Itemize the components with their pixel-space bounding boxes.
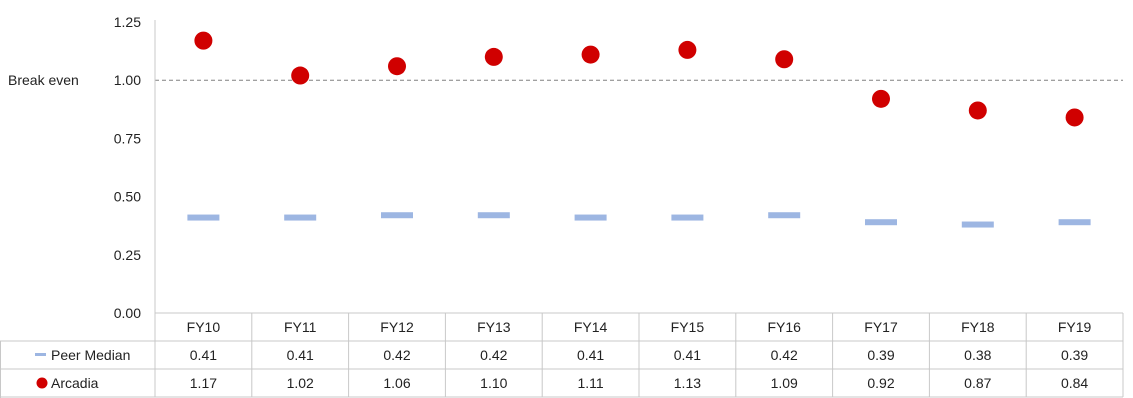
peer-median-marker xyxy=(477,212,510,219)
x-tick-label: FY18 xyxy=(961,319,995,335)
arcadia-marker xyxy=(581,45,600,64)
table-cell: 0.87 xyxy=(964,375,991,391)
arcadia-marker xyxy=(968,101,987,120)
x-tick-label: FY16 xyxy=(767,319,801,335)
table-cell: 1.09 xyxy=(771,375,798,391)
table-cell: 0.42 xyxy=(383,347,410,363)
x-tick-label: FY17 xyxy=(864,319,898,335)
series-arcadia xyxy=(194,31,1084,127)
arcadia-marker xyxy=(872,89,890,108)
legend-label: Peer Median xyxy=(51,347,130,363)
peer-median-marker xyxy=(961,221,994,228)
peer-median-marker xyxy=(671,214,704,221)
arcadia-marker xyxy=(484,47,503,66)
legend-label: Arcadia xyxy=(51,375,99,391)
peer-median-marker xyxy=(768,212,801,219)
x-tick-label: FY15 xyxy=(671,319,705,335)
table-cell: 1.10 xyxy=(480,375,507,391)
arcadia-marker xyxy=(388,57,406,76)
break-even-label: Break even xyxy=(8,72,79,88)
arcadia-marker xyxy=(775,50,794,69)
table-cell: 0.41 xyxy=(577,347,604,363)
table-cell: 1.02 xyxy=(287,375,314,391)
x-tick-label: FY19 xyxy=(1058,319,1092,335)
arcadia-marker xyxy=(678,40,697,59)
table-cell: 1.13 xyxy=(674,375,701,391)
table-cell: 0.39 xyxy=(1061,347,1088,363)
peer-median-marker xyxy=(381,212,413,219)
table-cell: 0.38 xyxy=(964,347,991,363)
table-cell: 0.92 xyxy=(867,375,894,391)
y-tick-label: 0.25 xyxy=(114,247,141,263)
arcadia-marker xyxy=(194,31,213,50)
legend-key-peer-median xyxy=(35,353,46,356)
arcadia-marker xyxy=(1065,108,1084,127)
table-cell: 0.42 xyxy=(480,347,507,363)
legend-key-arcadia xyxy=(36,377,48,389)
table-cell: 1.17 xyxy=(190,375,217,391)
data-table: FY10 FY11 FY12 FY13 FY14 FY15 FY16 FY17 FY18 FY19… xyxy=(0,312,1124,398)
x-tick-label: FY11 xyxy=(284,319,317,335)
table-cell: 0.84 xyxy=(1061,375,1088,391)
peer-median-marker xyxy=(284,214,317,221)
table-cell: 0.41 xyxy=(674,347,701,363)
series-peer-median xyxy=(187,212,1091,228)
x-tick-label: FY10 xyxy=(187,319,221,335)
peer-median-marker xyxy=(187,214,220,221)
peer-median-marker xyxy=(865,219,897,226)
peer-median-marker xyxy=(574,214,607,221)
y-tick-label: 0.75 xyxy=(114,130,141,146)
table-cell: 1.06 xyxy=(383,375,410,391)
y-tick-label: 1.25 xyxy=(114,14,141,30)
x-tick-label: FY13 xyxy=(477,319,511,335)
arcadia-marker xyxy=(291,66,310,85)
table-cell: 0.41 xyxy=(190,347,217,363)
peer-median-marker xyxy=(1058,219,1091,226)
x-tick-label: FY12 xyxy=(380,319,414,335)
y-axis-ticks: 0.00 0.25 0.50 0.75 1.00 1.25 xyxy=(114,14,141,321)
x-tick-label: FY14 xyxy=(574,319,608,335)
table-cell: 0.41 xyxy=(287,347,314,363)
table-cell: 0.42 xyxy=(771,347,798,363)
table-cell: 0.39 xyxy=(867,347,894,363)
y-tick-label: 0.50 xyxy=(114,189,141,205)
table-cell: 1.11 xyxy=(577,375,603,391)
y-tick-label: 0.00 xyxy=(114,305,141,321)
y-tick-label: 1.00 xyxy=(114,72,141,88)
